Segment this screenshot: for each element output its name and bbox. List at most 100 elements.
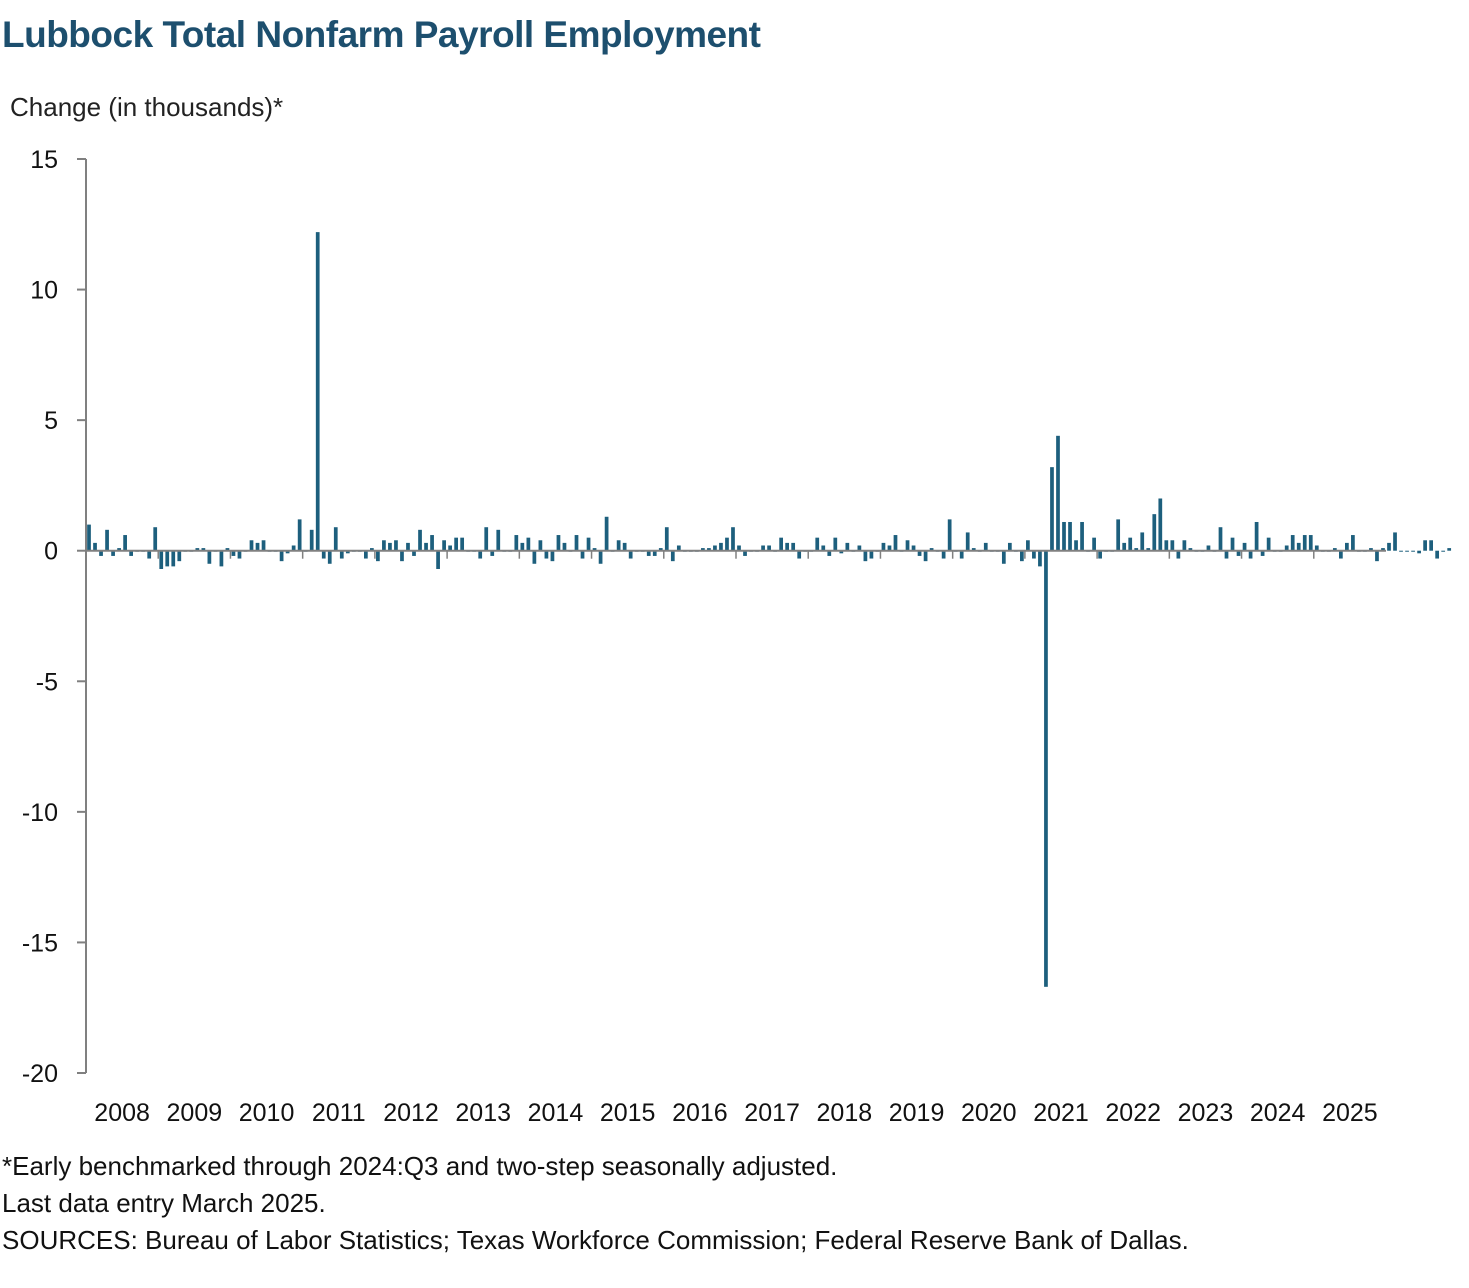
bar <box>1164 540 1169 551</box>
bar <box>478 550 483 559</box>
bar <box>345 550 350 554</box>
bar <box>1381 548 1385 551</box>
bar <box>261 540 266 551</box>
footnotes: *Early benchmarked through 2024:Q3 and t… <box>2 1148 1189 1259</box>
bar <box>863 550 868 562</box>
bar <box>598 550 603 564</box>
bar <box>364 550 368 559</box>
bar <box>333 527 338 551</box>
bar <box>382 540 386 551</box>
bar <box>628 550 633 559</box>
bar <box>1387 542 1391 551</box>
bar <box>658 548 663 551</box>
bar <box>255 542 260 551</box>
bar <box>1423 540 1427 551</box>
x-tick-label: 2023 <box>1178 1099 1234 1127</box>
bar <box>983 542 988 551</box>
bar <box>1242 542 1247 551</box>
bar <box>857 545 862 551</box>
bar <box>1007 542 1012 551</box>
bar <box>1140 532 1145 551</box>
bar <box>436 550 440 569</box>
bar <box>1435 550 1440 559</box>
y-tick-label: 5 <box>44 407 58 435</box>
bar <box>833 537 838 551</box>
bar <box>616 540 621 551</box>
bar <box>1254 521 1259 551</box>
x-tick-label: 2021 <box>1033 1099 1089 1127</box>
bar <box>1308 535 1313 551</box>
bar <box>171 550 176 567</box>
bar <box>165 550 170 567</box>
y-tick-label: -5 <box>36 668 58 696</box>
bar <box>731 527 735 551</box>
bar <box>153 527 158 551</box>
bar <box>761 545 765 551</box>
bar <box>424 542 428 551</box>
bar <box>1441 550 1446 552</box>
bar <box>1038 550 1042 567</box>
bar <box>520 542 525 551</box>
bar <box>1248 550 1253 559</box>
bar <box>1345 542 1349 551</box>
bar <box>448 545 452 551</box>
bar <box>538 540 543 551</box>
bar <box>743 550 747 556</box>
bar <box>87 524 91 551</box>
bar <box>1001 550 1006 564</box>
bar <box>1068 521 1072 551</box>
bar <box>1020 550 1024 562</box>
bar <box>1411 550 1415 552</box>
chart-title: Lubbock Total Nonfarm Payroll Employment <box>2 14 761 55</box>
x-tick-label: 2011 <box>312 1099 366 1127</box>
bar <box>394 540 398 551</box>
bar <box>971 548 976 551</box>
bar <box>604 516 609 551</box>
bar <box>1158 498 1163 551</box>
bar <box>664 527 669 551</box>
bar <box>514 535 519 551</box>
bar <box>105 529 109 551</box>
x-tick-label: 2024 <box>1250 1099 1306 1127</box>
bar <box>947 519 952 551</box>
x-tick-label: 2013 <box>455 1099 511 1127</box>
bar <box>1122 542 1127 551</box>
bar <box>893 535 898 551</box>
bar <box>225 548 230 551</box>
bar <box>147 550 152 559</box>
bar <box>676 545 681 551</box>
chart-canvas: 15 10 5 0 -5 -10 -15 -20 2008 2009 2010 2011 2012 201… <box>22 146 1452 1127</box>
y-tick-label: -20 <box>22 1060 58 1088</box>
bar <box>1170 540 1175 551</box>
bar <box>460 537 465 551</box>
bar <box>737 545 741 551</box>
bar <box>1302 535 1307 551</box>
bar <box>719 542 723 551</box>
bar <box>839 550 844 554</box>
bar <box>177 550 182 562</box>
bar <box>249 540 254 551</box>
bar <box>1230 537 1235 551</box>
x-tick-label: 2015 <box>600 1099 656 1127</box>
bar <box>1098 550 1102 559</box>
footnote-sources: SOURCES: Bureau of Labor Statistics; Tex… <box>2 1225 1189 1255</box>
bar <box>905 540 910 551</box>
bar <box>580 550 585 559</box>
bar <box>1447 548 1452 551</box>
bar <box>646 550 651 556</box>
x-tick-label: 2012 <box>383 1099 439 1127</box>
bar <box>195 548 200 551</box>
bar <box>315 232 320 551</box>
bar <box>1062 521 1066 551</box>
bar <box>430 535 434 551</box>
bar <box>1351 535 1355 551</box>
bar <box>1188 548 1193 551</box>
bar <box>959 550 964 559</box>
bar <box>1236 550 1241 556</box>
bar <box>965 532 970 551</box>
bar <box>484 527 489 551</box>
bar <box>1266 537 1271 551</box>
bar <box>1260 550 1265 556</box>
x-tick-label: 2019 <box>889 1099 945 1127</box>
bar <box>406 542 410 551</box>
